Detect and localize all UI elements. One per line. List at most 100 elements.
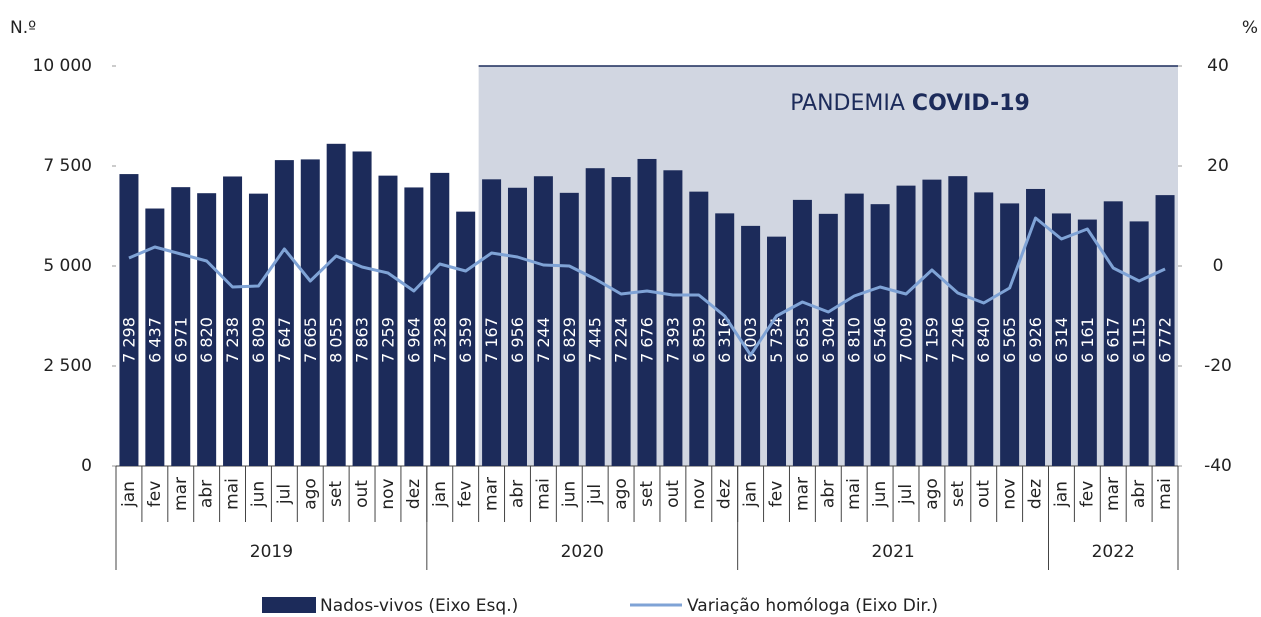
- value-label: 8 055: [327, 317, 346, 363]
- y-axis-label: N.º: [10, 18, 36, 38]
- x-tick-label: mai: [533, 478, 553, 510]
- value-label: 7 009: [897, 317, 916, 363]
- bar: [248, 193, 268, 466]
- bar: [767, 236, 787, 466]
- x-tick-label: dez: [404, 479, 424, 509]
- year-label: 2020: [561, 542, 604, 562]
- x-tick-label: fev: [456, 481, 476, 508]
- bar: [611, 177, 631, 467]
- legend-swatch: [262, 597, 316, 613]
- value-label: 6 653: [793, 317, 812, 363]
- value-label: 5 734: [767, 317, 786, 363]
- x-tick-label: mar: [1103, 477, 1123, 511]
- x-tick-label: set: [637, 481, 657, 507]
- x-tick-label: jun: [870, 481, 890, 508]
- bar: [378, 175, 398, 466]
- bar: [300, 159, 320, 466]
- x-tick-label: abr: [197, 480, 217, 508]
- x-tick-label: fev: [767, 481, 787, 508]
- x-tick-label: jul: [274, 484, 294, 505]
- annotation: PANDEMIA COVID-19: [790, 91, 1030, 116]
- y-tick-label: 0: [81, 456, 92, 476]
- bar: [922, 179, 942, 466]
- bar: [1026, 188, 1046, 466]
- bar: [197, 193, 217, 466]
- bar: [585, 168, 605, 466]
- bar: [559, 192, 579, 466]
- legend-label: Nados-vivos (Eixo Esq.): [320, 596, 518, 616]
- value-label: 6 964: [404, 317, 423, 363]
- x-tick-label: dez: [715, 479, 735, 509]
- value-label: 7 863: [353, 317, 372, 363]
- legend-label: Variação homóloga (Eixo Dir.): [687, 596, 938, 616]
- x-tick-label: jun: [248, 481, 268, 508]
- bar: [715, 213, 735, 466]
- bar: [870, 204, 890, 466]
- value-label: 6 820: [197, 317, 216, 363]
- bar: [792, 199, 812, 466]
- x-tick-label: jun: [559, 481, 579, 508]
- bar: [482, 179, 502, 466]
- value-label: 6 772: [1156, 317, 1175, 363]
- x-tick-label: jul: [896, 484, 916, 505]
- value-label: 6 617: [1104, 317, 1123, 363]
- x-tick-label: set: [948, 481, 968, 507]
- x-tick-label: set: [326, 481, 346, 507]
- value-label: 6 956: [508, 317, 527, 363]
- x-tick-label: ago: [611, 478, 631, 510]
- x-tick-label: mai: [844, 478, 864, 510]
- x-tick-label: nov: [689, 478, 709, 509]
- value-label: 7 647: [275, 317, 294, 363]
- bar: [430, 172, 450, 466]
- value-label: 7 167: [482, 317, 501, 363]
- line: [128, 216, 1166, 357]
- bar: [1077, 219, 1097, 466]
- x-tick-label: mai: [1155, 478, 1175, 510]
- x-tick-label: jul: [585, 484, 605, 505]
- bar: [171, 187, 191, 466]
- value-label: 6 810: [845, 317, 864, 363]
- value-label: 6 829: [560, 317, 579, 363]
- x-tick-label: fev: [145, 481, 165, 508]
- value-label: 6 971: [171, 317, 190, 363]
- x-tick-label: ago: [300, 478, 320, 510]
- y-tick-label: 5 000: [43, 256, 92, 276]
- value-label: 6 161: [1078, 317, 1097, 363]
- value-label: 6 304: [819, 317, 838, 363]
- x-tick-label: nov: [378, 478, 398, 509]
- bar: [1155, 195, 1175, 466]
- x-tick-label: out: [663, 480, 683, 508]
- value-label: 7 259: [378, 317, 397, 363]
- value-label: 7 244: [534, 317, 553, 363]
- value-label: 7 298: [119, 317, 138, 363]
- value-label: 6 314: [1052, 317, 1071, 363]
- y-tick-label: 2 500: [43, 356, 92, 376]
- x-tick-label: nov: [1000, 478, 1020, 509]
- value-label: 7 393: [663, 317, 682, 363]
- bar: [844, 193, 864, 466]
- x-tick-label: jan: [1051, 481, 1071, 508]
- value-label: 6 437: [145, 317, 164, 363]
- bar: [1000, 203, 1020, 466]
- y2-axis-label: %: [1242, 18, 1258, 38]
- bar: [145, 208, 165, 466]
- x-tick-label: jan: [119, 481, 139, 508]
- bar: [689, 191, 709, 466]
- bar: [741, 225, 761, 466]
- value-label: 7 445: [586, 317, 605, 363]
- x-tick-label: abr: [1129, 480, 1149, 508]
- value-label: 6 809: [249, 317, 268, 363]
- bar: [663, 170, 683, 466]
- value-label: 7 224: [612, 317, 631, 363]
- x-tick-label: jan: [430, 481, 450, 508]
- value-label: 6 546: [871, 317, 890, 363]
- x-tick-label: fev: [1077, 481, 1097, 508]
- bar: [896, 185, 916, 466]
- bar: [1103, 201, 1123, 466]
- value-label: 7 665: [301, 317, 320, 363]
- value-label: 7 246: [948, 317, 967, 363]
- value-label: 7 676: [638, 317, 657, 363]
- y2-tick-label: -20: [1204, 356, 1232, 376]
- annotation-text: PANDEMIA: [790, 91, 905, 116]
